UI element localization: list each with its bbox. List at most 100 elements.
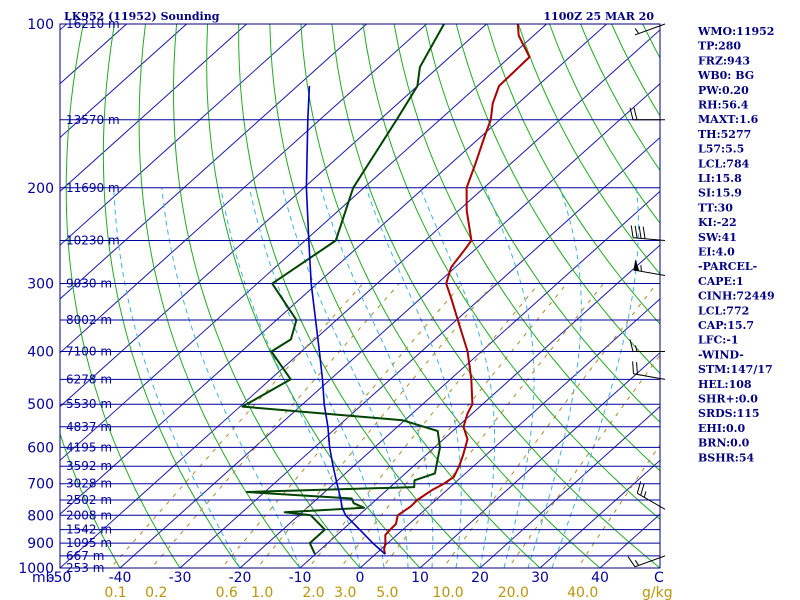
moist-adiabat <box>161 187 301 568</box>
moist-adiabat-lines <box>113 187 640 568</box>
mixing-ratio-line <box>442 283 657 568</box>
temperature-tick-label: 10 <box>411 570 429 586</box>
wind-barb <box>630 225 666 241</box>
wind-barb <box>633 259 666 277</box>
pressure-tick-label: 100 <box>27 17 54 33</box>
index-item: SRDS:115 <box>698 407 760 420</box>
temperature-tick-label: -30 <box>169 570 192 586</box>
index-item: FRZ:943 <box>698 54 750 67</box>
height-label: 6278 m <box>66 372 112 386</box>
index-item: TH:5277 <box>698 128 751 141</box>
mixing-ratio-lines <box>109 283 660 568</box>
isotherm <box>60 24 307 246</box>
index-item: RH:56.4 <box>698 99 749 112</box>
mixing-ratio-line <box>109 283 364 568</box>
height-label: 3028 m <box>66 477 112 491</box>
height-label: 667 m <box>66 549 104 563</box>
wind-barb <box>629 107 665 121</box>
height-label: 11690 m <box>66 181 120 195</box>
index-item: LCL:784 <box>698 157 750 170</box>
temperature-tick-label: -50 <box>49 570 72 586</box>
index-item: -WIND- <box>698 348 744 361</box>
dewpoint-profile <box>241 24 445 555</box>
index-item: SW:41 <box>698 231 737 244</box>
y-axis-unit-label: mb <box>32 570 55 586</box>
index-item: PW:0.20 <box>698 84 749 97</box>
mixing-ratio-tick-label: 20.0 <box>498 585 529 600</box>
temperature-tick-label: 0 <box>356 570 365 586</box>
chart-title: LK952 (11952) Sounding <box>64 10 220 23</box>
sounding-profiles <box>241 24 531 555</box>
moist-adiabat <box>527 187 582 568</box>
index-item: STM:147/17 <box>698 363 773 376</box>
height-label: 3592 m <box>66 459 112 473</box>
temperature-tick-label: -20 <box>229 570 252 586</box>
temperature-tick-label: -40 <box>109 570 132 586</box>
mixing-ratio-tick-labels: 0.1 0.2 0.6 1.0 2.0 3.0 5.0 10.0 20.0 40.0 <box>104 585 598 600</box>
wind-barb <box>636 481 666 510</box>
mixing-ratio-tick-label: 3.0 <box>334 585 356 600</box>
height-label: 5530 m <box>66 397 112 411</box>
height-label: 2502 m <box>66 493 112 507</box>
x-axis-unit-label: C <box>654 570 664 586</box>
dry-adiabat <box>362 24 660 520</box>
temperature-profile <box>383 24 531 555</box>
temperature-tick-label: 30 <box>531 570 549 586</box>
temperature-tick-label: 20 <box>471 570 489 586</box>
temperature-tick-label: 40 <box>591 570 609 586</box>
mixing-ratio-tick-label: 2.0 <box>302 585 324 600</box>
index-item: EI:4.0 <box>698 246 735 259</box>
isotherm <box>60 24 247 192</box>
isotherm <box>60 24 547 462</box>
isotherm <box>60 29 660 568</box>
pressure-tick-label: 700 <box>27 477 54 493</box>
chart-time: 1100Z 25 MAR 20 <box>543 10 654 23</box>
index-item: HEL:108 <box>698 378 752 391</box>
index-item: WB0: BG <box>697 69 754 82</box>
isotherm <box>179 136 660 568</box>
isotherm <box>119 83 660 568</box>
isobar-lines <box>60 23 660 569</box>
index-item: BRN:0.0 <box>698 437 750 450</box>
isotherm <box>419 352 660 568</box>
index-item: TP:280 <box>698 40 741 53</box>
height-label: 8002 m <box>66 313 112 327</box>
isotherm <box>60 24 427 354</box>
mixing-ratio-tick-label: 0.1 <box>104 585 126 600</box>
dry-adiabat <box>172 24 361 568</box>
index-item: WMO:11952 <box>697 25 774 38</box>
moist-adiabat <box>551 187 640 568</box>
mixing-ratio-line <box>507 354 660 568</box>
temperature-tick-labels: -50 -40 -30 -20 -10 0 10 20 30 40 <box>49 570 609 586</box>
mixing-ratio-tick-label: 1.0 <box>251 585 273 600</box>
height-label: 4195 m <box>66 440 112 454</box>
isotherm-lines <box>60 24 660 568</box>
pressure-tick-label: 200 <box>27 181 54 197</box>
height-label: 13570 m <box>66 113 120 127</box>
height-label: 4837 m <box>66 420 112 434</box>
index-item: LFC:-1 <box>698 334 739 347</box>
index-item: BSHR:54 <box>698 451 754 464</box>
mixing-ratio-line <box>339 283 568 568</box>
wind-barb <box>634 23 666 36</box>
dry-adiabat <box>331 24 660 568</box>
index-item: SI:15.9 <box>698 187 742 200</box>
isotherm <box>299 244 660 568</box>
moist-adiabat <box>484 187 535 568</box>
pressure-tick-label: 800 <box>27 508 54 524</box>
pressure-tick-label: 400 <box>27 345 54 361</box>
index-item: LI:15.8 <box>698 172 742 185</box>
mixing-ratio-line <box>307 283 540 568</box>
moist-adiabat <box>320 187 434 568</box>
plot-border <box>59 23 661 569</box>
pressure-tick-label: 300 <box>27 277 54 293</box>
pressure-tick-label: 1000 <box>18 561 54 577</box>
mixing-ratio-tick-label: 40.0 <box>567 585 598 600</box>
isotherm <box>539 459 660 568</box>
index-item: MAXT:1.6 <box>698 113 759 126</box>
height-label: 10230 m <box>66 233 120 247</box>
isotherm <box>60 24 367 300</box>
wind-barbs <box>627 23 666 568</box>
